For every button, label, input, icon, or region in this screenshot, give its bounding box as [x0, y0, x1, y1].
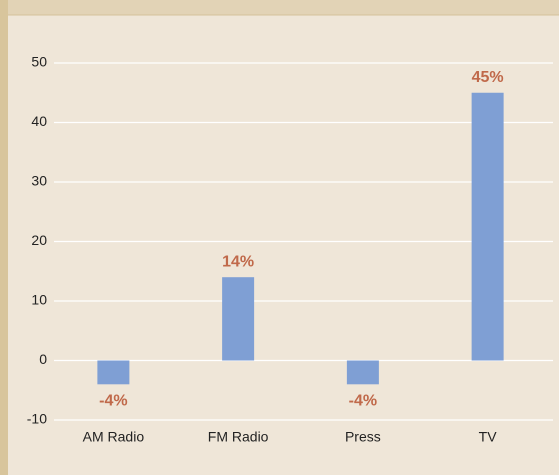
y-tick-label: -10	[27, 411, 47, 427]
x-tick-label: TV	[479, 429, 498, 445]
value-label: 14%	[222, 253, 254, 270]
header-bar	[8, 0, 559, 15]
y-tick-label: 30	[31, 173, 47, 189]
bar	[222, 277, 255, 361]
y-tick-label: 40	[31, 113, 47, 129]
x-tick-label: Press	[345, 429, 381, 445]
bar	[97, 360, 130, 385]
bar	[346, 360, 379, 385]
y-tick-label: 50	[31, 54, 47, 70]
bar	[471, 92, 504, 361]
x-tick-label: FM Radio	[208, 429, 269, 445]
value-label: -4%	[99, 393, 127, 410]
y-tick-label: 10	[31, 292, 47, 308]
panel	[8, 0, 559, 475]
x-tick-label: AM Radio	[83, 429, 145, 445]
y-tick-label: 0	[39, 351, 47, 367]
y-tick-label: 20	[31, 232, 47, 248]
value-label: -4%	[349, 393, 377, 410]
value-label: 45%	[472, 69, 504, 86]
